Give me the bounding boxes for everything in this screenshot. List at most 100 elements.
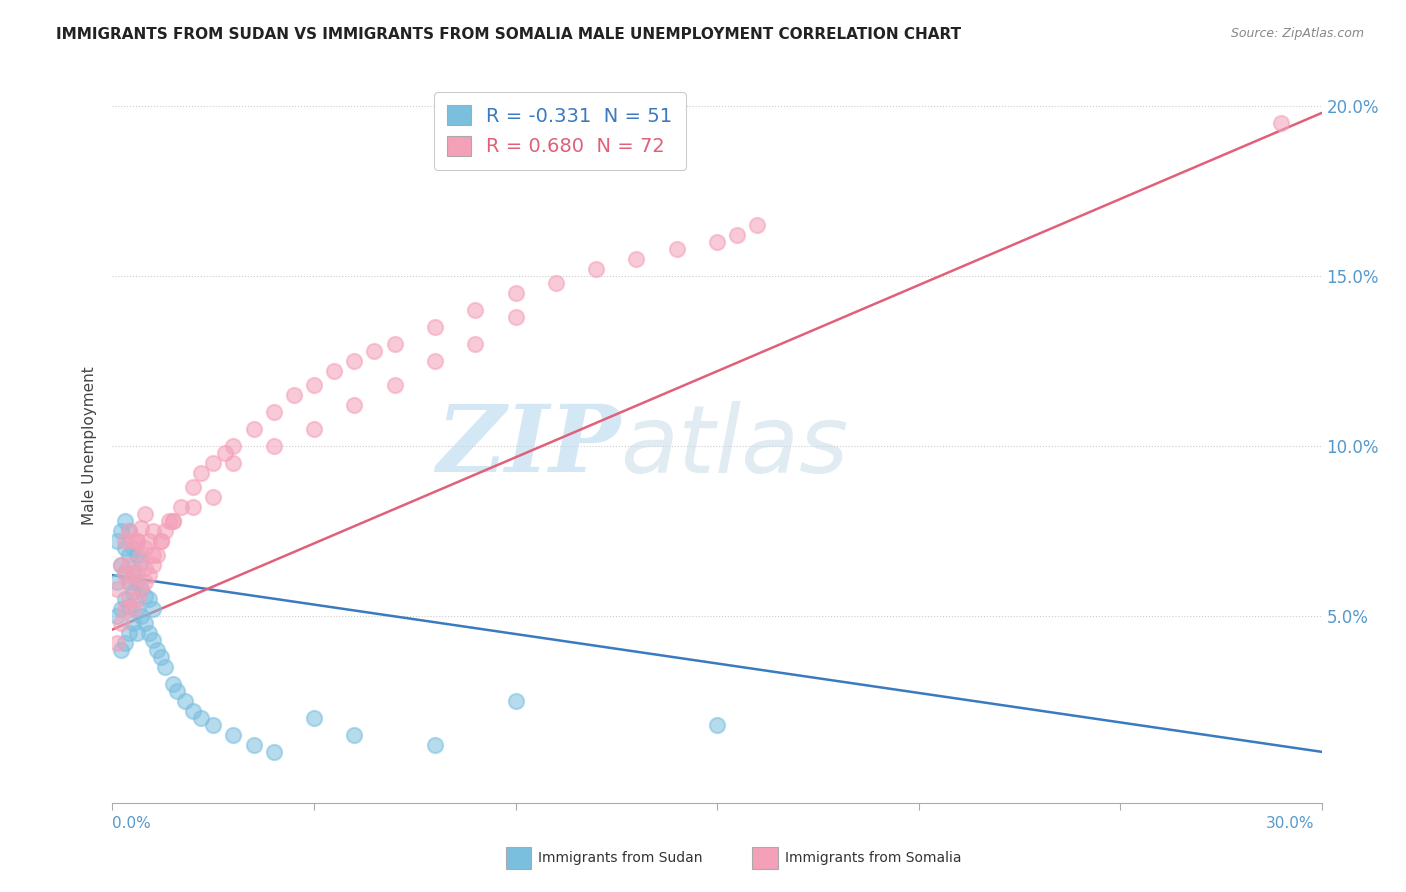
Point	[153, 524, 176, 538]
Point	[585, 262, 607, 277]
Point	[142, 632, 165, 647]
Point	[162, 514, 184, 528]
Point	[114, 565, 136, 579]
Point	[110, 558, 132, 572]
Point	[110, 558, 132, 572]
Point	[190, 466, 212, 480]
Point	[114, 514, 136, 528]
Point	[302, 377, 325, 392]
Point	[363, 343, 385, 358]
Point	[125, 534, 148, 549]
Point	[117, 591, 139, 606]
Point	[202, 456, 225, 470]
Point	[505, 286, 527, 301]
Point	[125, 602, 148, 616]
Point	[174, 694, 197, 708]
Point	[110, 615, 132, 630]
Point	[125, 534, 148, 549]
Point	[114, 541, 136, 555]
Point	[706, 235, 728, 249]
Point	[138, 591, 160, 606]
Point	[114, 602, 136, 616]
Text: 0.0%: 0.0%	[112, 816, 152, 830]
Text: 30.0%: 30.0%	[1267, 816, 1315, 830]
Point	[423, 354, 446, 368]
Point	[114, 568, 136, 582]
Point	[181, 500, 204, 515]
Point	[134, 574, 156, 589]
Point	[114, 591, 136, 606]
Point	[117, 524, 139, 538]
Point	[121, 565, 143, 579]
Text: Immigrants from Somalia: Immigrants from Somalia	[785, 851, 962, 865]
Point	[134, 561, 156, 575]
Point	[1270, 116, 1292, 130]
Legend: R = -0.331  N = 51, R = 0.680  N = 72: R = -0.331 N = 51, R = 0.680 N = 72	[434, 92, 686, 169]
Point	[121, 585, 143, 599]
Point	[747, 218, 769, 232]
Point	[505, 694, 527, 708]
Point	[170, 500, 193, 515]
Point	[105, 582, 128, 596]
Point	[323, 364, 346, 378]
Point	[626, 252, 648, 266]
Point	[142, 558, 165, 572]
Point	[222, 456, 245, 470]
Point	[464, 303, 486, 318]
Point	[149, 649, 172, 664]
Point	[242, 738, 264, 752]
Point	[190, 711, 212, 725]
Point	[129, 555, 152, 569]
Text: Immigrants from Sudan: Immigrants from Sudan	[538, 851, 703, 865]
Point	[117, 574, 139, 589]
Point	[181, 480, 204, 494]
Point	[129, 520, 152, 534]
Point	[222, 728, 245, 742]
Point	[343, 398, 366, 412]
Point	[166, 683, 188, 698]
Point	[121, 615, 143, 630]
Point	[134, 541, 156, 555]
Point	[117, 599, 139, 613]
Point	[105, 608, 128, 623]
Point	[153, 660, 176, 674]
Point	[105, 636, 128, 650]
Point	[202, 717, 225, 731]
Point	[464, 337, 486, 351]
Text: ZIP: ZIP	[436, 401, 620, 491]
Point	[125, 574, 148, 589]
Text: Source: ZipAtlas.com: Source: ZipAtlas.com	[1230, 27, 1364, 40]
Point	[162, 677, 184, 691]
Point	[117, 558, 139, 572]
Point	[505, 310, 527, 324]
Point	[114, 534, 136, 549]
Point	[343, 354, 366, 368]
Point	[263, 439, 285, 453]
Point	[117, 548, 139, 562]
Point	[110, 524, 132, 538]
Point	[125, 591, 148, 606]
Point	[302, 422, 325, 436]
Point	[125, 565, 148, 579]
Point	[142, 524, 165, 538]
Point	[242, 422, 264, 436]
Point	[117, 626, 139, 640]
Point	[544, 276, 567, 290]
Point	[121, 534, 143, 549]
Point	[146, 548, 169, 562]
Point	[423, 320, 446, 334]
Point	[117, 574, 139, 589]
Point	[121, 541, 143, 555]
Point	[384, 337, 406, 351]
Point	[138, 534, 160, 549]
Point	[134, 589, 156, 603]
Point	[162, 514, 184, 528]
Point	[138, 626, 160, 640]
Point	[138, 568, 160, 582]
Point	[142, 602, 165, 616]
Point	[263, 745, 285, 759]
Point	[142, 548, 165, 562]
Point	[343, 728, 366, 742]
Point	[706, 717, 728, 731]
Point	[149, 534, 172, 549]
